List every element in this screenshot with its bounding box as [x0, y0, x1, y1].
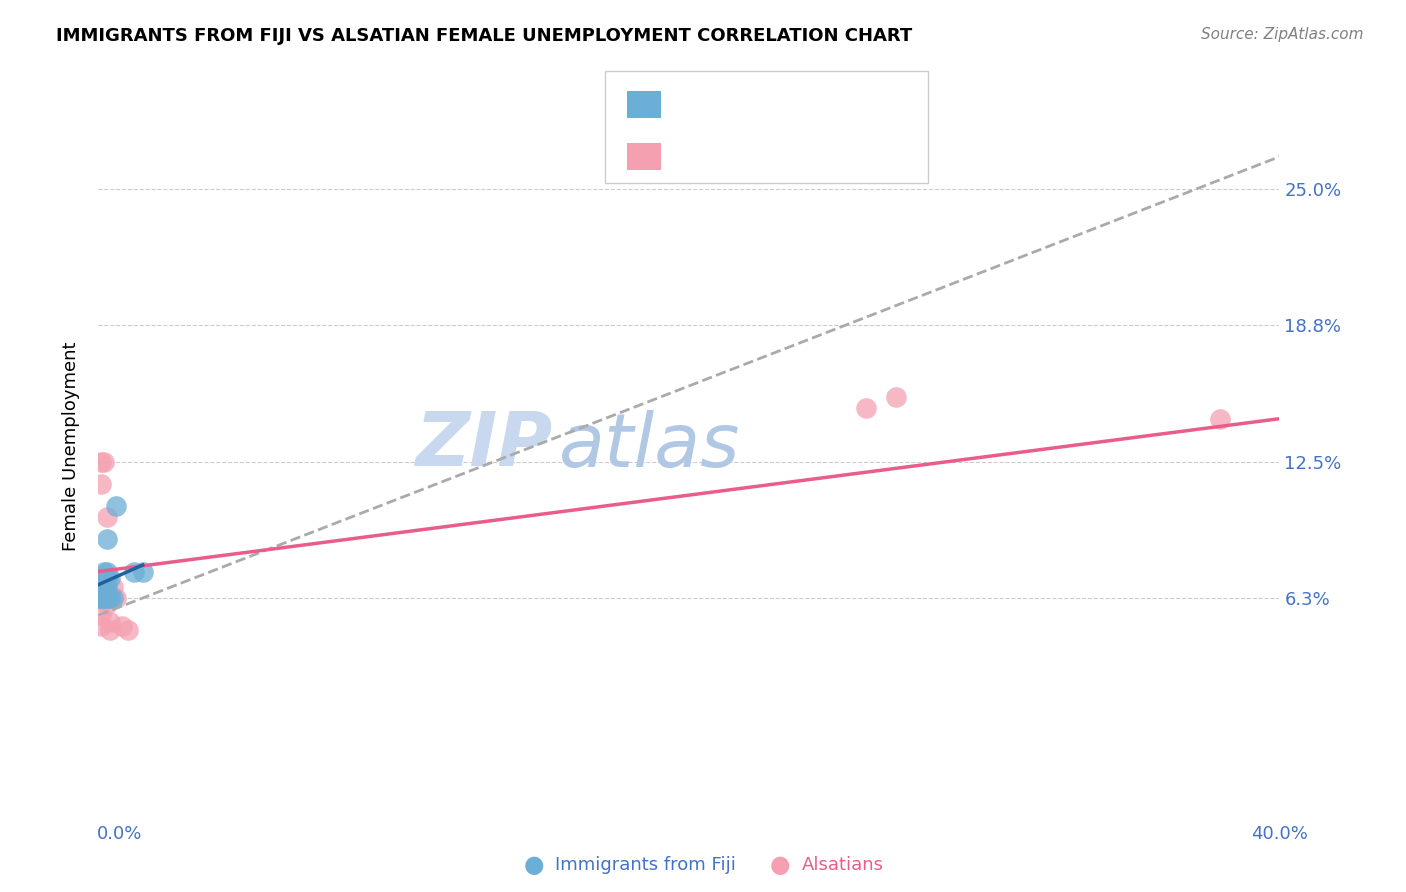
Text: R = 0.222   N = 18: R = 0.222 N = 18	[671, 144, 856, 163]
Point	[93, 593, 115, 607]
Y-axis label: Female Unemployment: Female Unemployment	[62, 342, 80, 550]
Point	[1209, 411, 1232, 425]
Point	[105, 499, 128, 513]
Point	[90, 477, 112, 491]
Point	[111, 619, 134, 633]
Point	[90, 586, 112, 600]
Point	[93, 565, 115, 579]
Text: ●: ●	[770, 854, 790, 877]
Point	[93, 575, 115, 590]
Text: ●: ●	[524, 854, 544, 877]
Point	[98, 615, 121, 629]
Text: R = 0.294   N = 23: R = 0.294 N = 23	[671, 93, 856, 112]
Point	[93, 586, 115, 600]
Text: 40.0%: 40.0%	[1251, 825, 1308, 843]
Point	[90, 591, 112, 605]
Point	[98, 624, 121, 638]
Point	[96, 580, 118, 594]
Point	[117, 624, 139, 638]
Point	[90, 608, 112, 623]
Text: Source: ZipAtlas.com: Source: ZipAtlas.com	[1201, 27, 1364, 42]
Point	[90, 591, 112, 605]
Point	[98, 571, 121, 585]
Point	[98, 591, 121, 605]
Text: IMMIGRANTS FROM FIJI VS ALSATIAN FEMALE UNEMPLOYMENT CORRELATION CHART: IMMIGRANTS FROM FIJI VS ALSATIAN FEMALE …	[56, 27, 912, 45]
Text: atlas: atlas	[560, 410, 741, 482]
Point	[884, 390, 907, 404]
Point	[103, 591, 125, 605]
Point	[96, 580, 118, 594]
Point	[122, 565, 145, 579]
Point	[96, 532, 118, 546]
Text: Alsatians: Alsatians	[801, 856, 883, 874]
Point	[90, 591, 112, 605]
Point	[90, 619, 112, 633]
Point	[93, 455, 115, 469]
Point	[90, 455, 112, 469]
Point	[96, 571, 118, 585]
Point	[90, 586, 112, 600]
Point	[90, 575, 112, 590]
Text: 0.0%: 0.0%	[97, 825, 142, 843]
Point	[93, 591, 115, 605]
Point	[96, 591, 118, 605]
Point	[855, 401, 877, 415]
Point	[96, 565, 118, 579]
Point	[96, 510, 118, 524]
Point	[96, 597, 118, 611]
Point	[90, 580, 112, 594]
Point	[105, 591, 128, 605]
Point	[93, 580, 115, 594]
Text: Immigrants from Fiji: Immigrants from Fiji	[555, 856, 737, 874]
Text: ZIP: ZIP	[416, 409, 553, 483]
Point	[103, 580, 125, 594]
Point	[132, 565, 155, 579]
